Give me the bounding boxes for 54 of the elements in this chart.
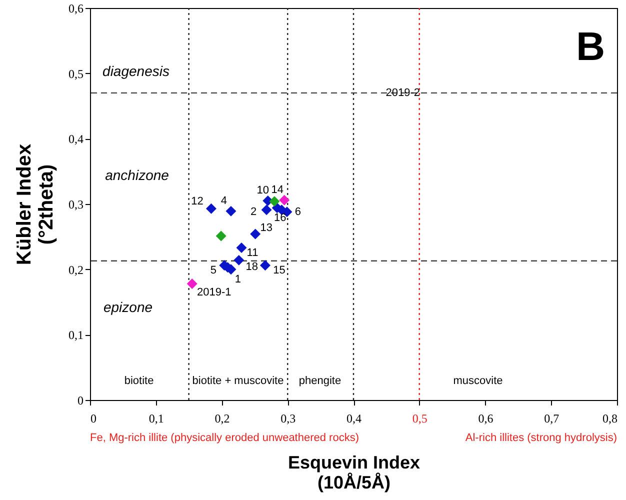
point — [279, 194, 290, 206]
annotation: epizone — [103, 299, 153, 315]
x-tick-label: 0 — [90, 412, 96, 426]
annotation: 2 — [250, 206, 257, 218]
point — [206, 203, 216, 214]
point — [269, 196, 280, 207]
annotation: anchizone — [105, 167, 170, 183]
text: Al-rich illites (strong hydrolysis) — [465, 432, 617, 444]
annotation: B — [576, 25, 605, 69]
point — [250, 228, 261, 240]
annotation: 2019-1 — [196, 286, 232, 299]
x-tick-label: 0,3 — [280, 412, 296, 426]
point — [234, 254, 244, 266]
y-tick-label: 0,5 — [68, 66, 84, 81]
annotation: 10 — [256, 184, 269, 197]
point — [186, 278, 198, 289]
y-tick-label: 0,6 — [68, 2, 84, 16]
x-tick-label: 0,2 — [214, 412, 230, 426]
point — [261, 204, 272, 216]
point — [226, 206, 236, 216]
text: Fe, Mg-rich illite (physically eroded unweathered rocks) — [90, 432, 359, 444]
annotation: biotite + muscovite — [192, 375, 284, 387]
x-axis-title: Esquevin Index (10Å/5Å) — [288, 452, 420, 492]
y-tick-label: 0 — [78, 394, 84, 408]
point — [236, 242, 247, 254]
y-tick-label: 0,1 — [68, 328, 84, 342]
annotation: 14 — [271, 184, 284, 196]
y-tick-label: 0,2 — [68, 262, 84, 277]
point — [260, 260, 270, 271]
annotation: 13 — [260, 222, 272, 234]
x-tick-label: 0,5 — [412, 412, 428, 426]
annotation: diagenesis — [102, 63, 170, 79]
annotation: 16 — [274, 212, 286, 224]
annotation: muscovite — [453, 375, 503, 387]
x-tick-label: 0,1 — [148, 412, 164, 426]
annotation: 4 — [220, 195, 228, 208]
x-tick-label: 0,6 — [478, 412, 494, 426]
annotation: 5 — [210, 264, 216, 276]
x-tick-label: 0,7 — [544, 412, 560, 426]
annotation: 12 — [191, 196, 204, 208]
annotation: 11 — [246, 246, 258, 259]
annotation: biotite — [124, 375, 154, 387]
y-tick-label: 0,3 — [68, 198, 84, 212]
annotation: 1 — [234, 273, 242, 286]
point — [216, 230, 226, 242]
annotation: 2019-2 — [386, 86, 420, 99]
annotation: 18 — [246, 261, 258, 274]
y-axis-title: Kübler Index (°2theta) — [14, 144, 58, 266]
annotation: phengite — [298, 375, 342, 387]
x-tick-label: 0,8 — [602, 412, 618, 426]
y-tick-label: 0,4 — [68, 132, 84, 146]
annotation: 15 — [273, 264, 286, 276]
annotation: 6 — [294, 206, 302, 218]
x-tick-label: 0,4 — [346, 412, 362, 426]
